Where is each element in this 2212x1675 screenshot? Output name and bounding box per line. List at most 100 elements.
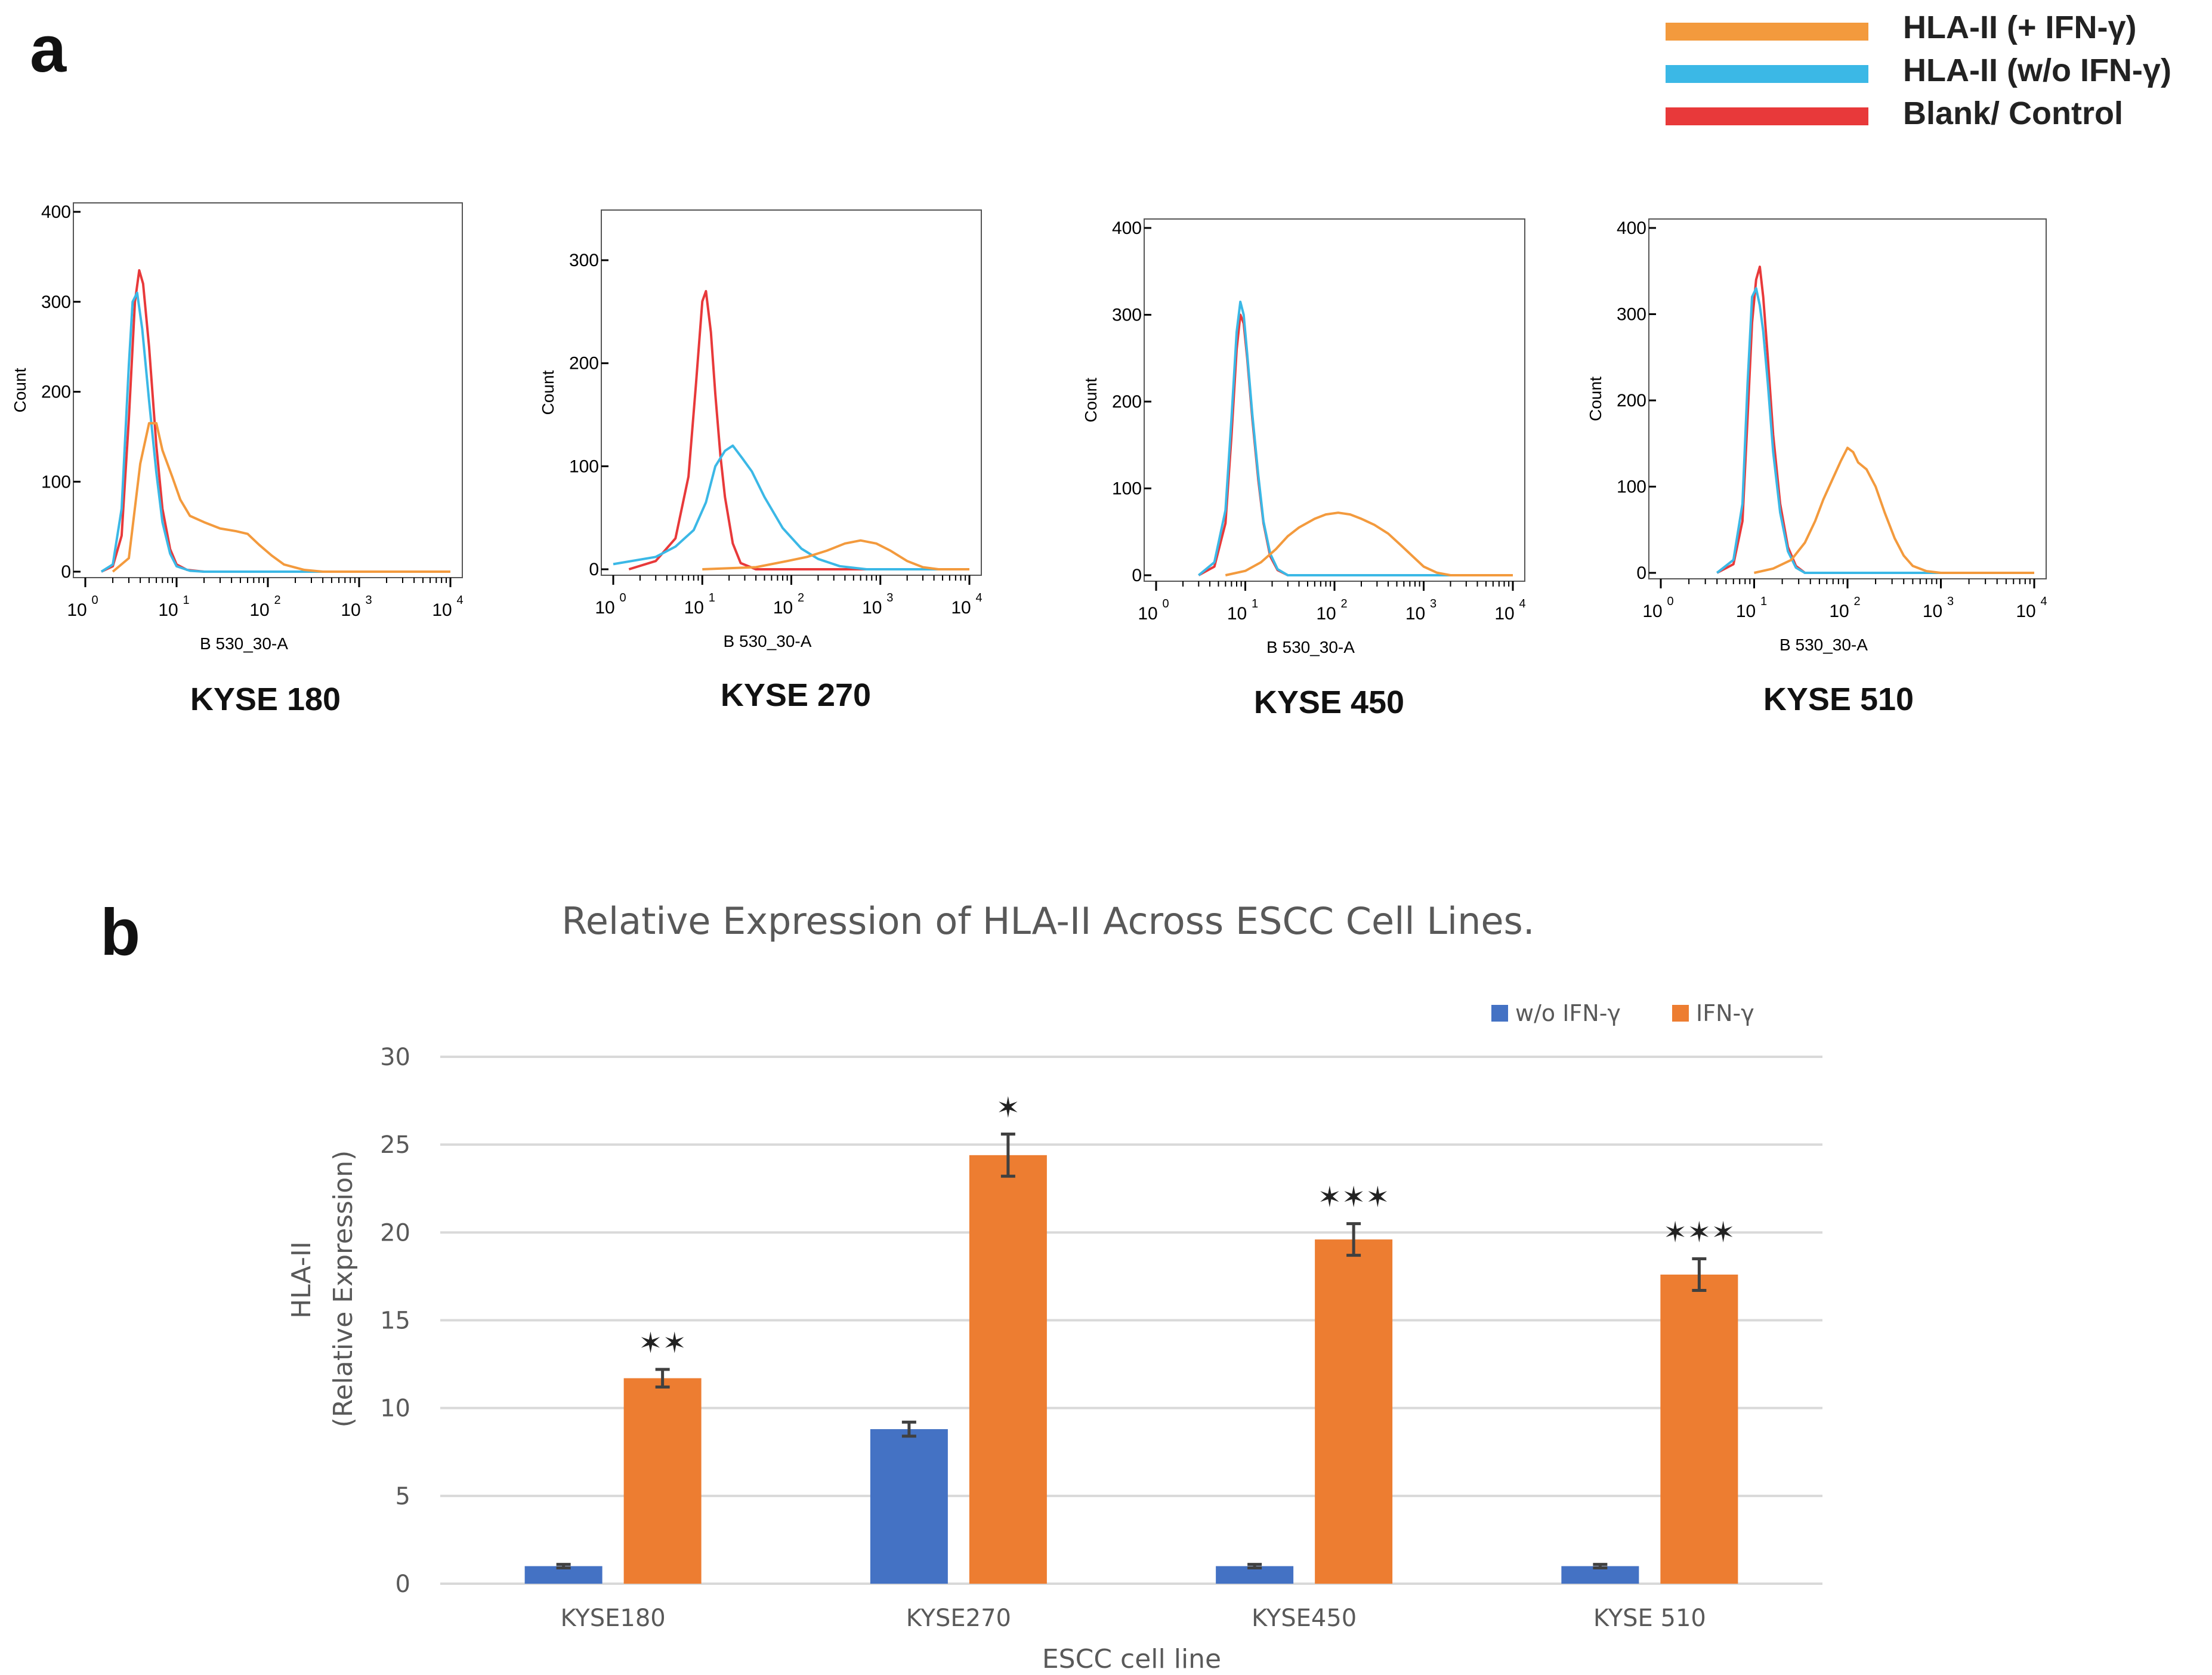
y-tick-label: 30 [380, 1044, 410, 1071]
x-tick-exponent: 2 [798, 591, 804, 604]
x-tick-exponent: 3 [365, 594, 372, 607]
x-tick-label: 10 [1316, 604, 1336, 624]
significance-marker: ✶✶ [638, 1327, 686, 1360]
x-tick-label: 10 [341, 600, 360, 620]
histogram-frame [601, 209, 982, 576]
x-tick-exponent: 3 [1430, 597, 1436, 610]
x-tick-exponent: 2 [274, 594, 280, 607]
error-bar [1247, 1563, 1262, 1570]
y-tick-label: 20 [380, 1219, 410, 1247]
x-tick-exponent: 4 [456, 594, 463, 607]
x-tick-label: 10 [1642, 601, 1662, 621]
x-tick-label: 10 [67, 600, 86, 620]
y-tick-label: 0 [1132, 566, 1142, 585]
x-tick-exponent: 4 [975, 591, 982, 604]
y-tick-label: 100 [569, 456, 599, 476]
y-tick-label: 100 [1112, 479, 1142, 499]
x-tick-exponent: 4 [1519, 597, 1525, 610]
error-bar [1593, 1563, 1608, 1570]
y-tick-label: 10 [380, 1395, 410, 1423]
histogram-series-1 [100, 291, 450, 573]
histogram-series-1 [613, 444, 969, 570]
y-tick-label: 300 [1617, 305, 1646, 325]
error-bar [655, 1368, 670, 1389]
x-tick-exponent: 1 [183, 594, 189, 607]
legend-label-no-ifn: HLA-II (w/o IFN-γ) [1903, 53, 2171, 88]
x-tick-label: 10 [862, 598, 882, 618]
legend-swatch-ifn [1666, 23, 1868, 41]
bar-chart-title: Relative Expression of HLA-II Across ESC… [561, 899, 1534, 943]
y-tick-label: 0 [589, 560, 599, 579]
bar-chart: Relative Expression of HLA-II Across ESC… [286, 899, 1822, 1674]
y-axis-title: HLA-II [286, 1241, 317, 1319]
y-tick-label: 0 [61, 562, 71, 582]
bar-ifn [1315, 1239, 1393, 1584]
x-tick-exponent: 2 [1853, 595, 1860, 608]
significance-marker: ✶✶✶ [1663, 1216, 1735, 1249]
x-tick-label: 10 [1138, 604, 1157, 624]
x-tick-exponent: 1 [1252, 597, 1258, 610]
bar-legend-swatch [1672, 1005, 1689, 1022]
x-tick-label: 10 [951, 598, 971, 618]
y-tick-label: 400 [41, 202, 71, 222]
x-tick-exponent: 2 [1340, 597, 1347, 610]
x-axis-label: B 530_30-A [1266, 638, 1355, 656]
x-axis-title: ESCC cell line [1042, 1644, 1221, 1674]
x-category-label: KYSE 510 [1593, 1605, 1706, 1632]
y-axis-label: Count [11, 368, 29, 412]
y-tick-label: 0 [396, 1571, 410, 1598]
y-tick-label: 200 [41, 382, 71, 402]
x-axis-label: B 530_30-A [724, 632, 812, 650]
panel-b-label: b [100, 896, 140, 969]
x-tick-label: 10 [1923, 601, 1942, 621]
x-tick-label: 10 [1736, 601, 1756, 621]
x-tick-exponent: 1 [709, 591, 715, 604]
x-tick-exponent: 3 [886, 591, 893, 604]
histogram-series-1 [1716, 287, 2034, 574]
panel-a-label: a [30, 13, 67, 86]
bar-ifn [623, 1378, 702, 1584]
histogram-series-0 [628, 289, 969, 570]
x-tick-exponent: 0 [1667, 595, 1673, 608]
x-category-label: KYSE180 [561, 1605, 666, 1632]
legend-label-blank: Blank/ Control [1903, 95, 2123, 131]
x-tick-label: 10 [1405, 604, 1425, 624]
x-tick-exponent: 1 [1760, 595, 1767, 608]
histogram-title: KYSE 510 [1763, 681, 1914, 717]
y-tick-label: 200 [1112, 392, 1142, 412]
bar-ifn [1660, 1274, 1738, 1584]
x-tick-label: 10 [1494, 604, 1514, 624]
x-tick-label: 10 [684, 598, 704, 618]
histogram-frame [1648, 218, 2047, 579]
y-tick-label: 15 [380, 1307, 410, 1335]
error-bar [1692, 1257, 1707, 1292]
histogram-title: KYSE 180 [190, 681, 341, 717]
error-bar [1346, 1222, 1361, 1257]
y-tick-label: 400 [1112, 218, 1142, 238]
x-tick-label: 10 [1829, 601, 1849, 621]
x-tick-label: 10 [2016, 601, 2035, 621]
significance-marker: ✶ [996, 1091, 1020, 1125]
y-axis-label: Count [1586, 377, 1605, 421]
y-tick-label: 100 [41, 472, 71, 492]
y-tick-label: 400 [1617, 218, 1646, 238]
y-tick-label: 300 [41, 292, 71, 312]
histogram-legend: HLA-II (+ IFN-γ) HLA-II (w/o IFN-γ) Blan… [1666, 10, 2171, 131]
histogram-series-2 [702, 539, 969, 570]
x-tick-label: 10 [158, 600, 178, 620]
histogram-series-2 [1225, 511, 1513, 576]
histogram-series-2 [1754, 446, 2034, 574]
histogram-series-2 [112, 422, 450, 573]
histogram-series-1 [1198, 300, 1513, 576]
y-tick-label: 5 [396, 1483, 410, 1510]
x-tick-exponent: 0 [1162, 597, 1169, 610]
x-category-label: KYSE270 [906, 1605, 1011, 1632]
y-axis-label: Count [1082, 378, 1100, 422]
histogram-frame [1144, 218, 1525, 582]
y-axis-subtitle: (Relative Expression) [328, 1150, 359, 1428]
histogram-title: KYSE 270 [721, 677, 871, 713]
